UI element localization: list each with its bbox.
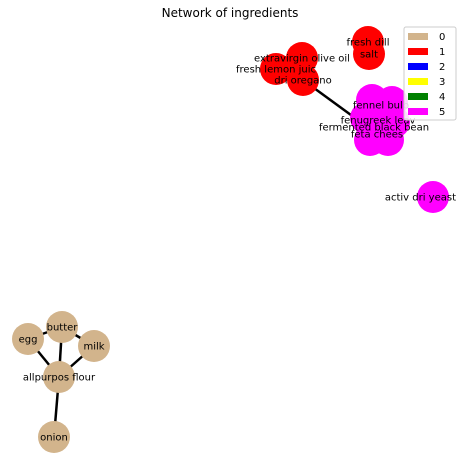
node-butter [46,311,78,343]
nodes-layer [12,26,449,453]
legend-label-1: 1 [439,47,445,58]
legend-swatch-0 [408,33,428,40]
legend-label-2: 2 [439,62,445,73]
node-label-fresh-lemon-juic: fresh lemon juic [236,65,316,76]
node-label-allpurpos-flour: allpurpos flour [23,373,96,384]
node-feta-chees [361,118,393,150]
legend-label-5: 5 [439,107,445,118]
legend-swatch-4 [408,93,428,100]
legend: 0 1 2 3 4 5 [403,26,457,121]
node-label-salt: salt [360,50,378,61]
node-label-dri-oregano: dri oregano [274,76,332,87]
legend-swatch-3 [408,78,428,85]
node-dri-oregano [287,64,319,96]
node-allpurpos-flour [43,361,75,393]
legend-frame [403,26,457,121]
legend-label-0: 0 [439,32,445,43]
node-label-activ-dri-yeast: activ dri yeast [385,193,456,204]
node-label-fermented-black-bean: fermented black bean [319,123,429,134]
chart-title: Network of ingredients [162,6,299,20]
node-label-fennel-bulb: fennel bulb [353,101,409,112]
node-label-fresh-dill: fresh dill [347,38,390,49]
node-label-milk: milk [83,342,104,353]
node-label-feta-chees: feta chees [351,130,403,141]
node-label-fenugreek-leav: fenugreek leav [341,116,416,127]
node-salt [353,38,385,70]
node-label-butter: butter [47,323,79,334]
legend-label-3: 3 [439,77,445,88]
node-label-extravirgin-olive-oil: extravirgin olive oil [254,54,350,65]
legend-label-4: 4 [439,92,445,103]
labels-layer: egg butter milk allpurpos flour onion extravi… [19,38,457,444]
node-milk [78,330,110,362]
node-onion [38,421,70,453]
legend-swatch-1 [408,48,428,55]
node-fresh-lemon-juic [260,53,292,85]
node-egg [12,323,44,355]
node-label-onion: onion [40,433,68,444]
node-label-egg: egg [19,335,38,346]
legend-swatch-5 [408,108,428,115]
node-activ-dri-yeast [417,181,449,213]
legend-swatch-2 [408,63,428,70]
